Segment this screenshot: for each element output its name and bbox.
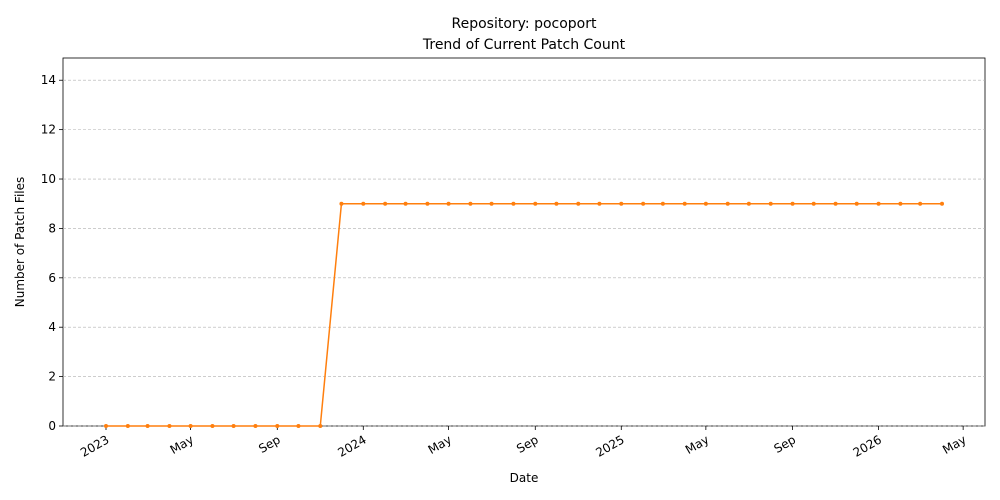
point <box>318 424 323 428</box>
point <box>231 424 236 428</box>
point <box>554 201 559 206</box>
x-tick-label: 2026 <box>851 432 884 459</box>
point <box>145 424 150 428</box>
x-tick-label: May <box>168 432 196 457</box>
x-tick-label: May <box>683 432 711 457</box>
point <box>361 201 366 206</box>
point <box>833 201 838 206</box>
chart-subtitle: Trend of Current Patch Count <box>422 37 626 53</box>
y-tick-label: 12 <box>41 123 56 137</box>
y-tick-label: 10 <box>41 172 56 186</box>
x-tick-label: Sep <box>771 432 798 455</box>
point <box>188 424 193 428</box>
point <box>597 201 602 206</box>
point <box>210 424 215 428</box>
point <box>425 201 430 206</box>
point <box>446 201 451 206</box>
line <box>105 202 943 427</box>
x-axis-label: Date <box>510 471 539 485</box>
point <box>940 201 945 206</box>
point <box>703 201 708 206</box>
point <box>533 201 538 206</box>
point <box>403 201 408 206</box>
point <box>576 201 581 206</box>
point <box>125 424 130 428</box>
x-tick-label: May <box>426 432 454 457</box>
y-tick-label: 4 <box>48 320 56 334</box>
y-tick-label: 14 <box>41 73 56 87</box>
point <box>725 201 730 206</box>
point <box>898 201 903 206</box>
y-tick-label: 2 <box>48 370 56 384</box>
point <box>468 201 473 206</box>
y-tick-label: 0 <box>48 419 56 433</box>
point <box>790 201 795 206</box>
x-tick-label: Sep <box>256 432 283 455</box>
point <box>383 201 388 206</box>
point <box>876 201 881 206</box>
point <box>768 201 773 206</box>
x-tick-label: 2025 <box>593 432 626 459</box>
x-tick-label: 2023 <box>78 432 111 459</box>
point <box>296 424 301 428</box>
point <box>682 201 687 206</box>
point <box>511 201 516 206</box>
point <box>339 201 344 206</box>
x-tick-label: May <box>940 432 968 457</box>
point <box>641 201 646 206</box>
point <box>167 424 172 428</box>
chart-title: Repository: pocoport <box>451 16 597 32</box>
point <box>660 201 665 206</box>
point <box>746 201 751 206</box>
point <box>619 201 624 206</box>
point <box>489 201 494 206</box>
point <box>103 424 108 428</box>
x-tick-label: 2024 <box>335 432 368 459</box>
x-tick-label: Sep <box>514 432 541 455</box>
y-tick-label: 6 <box>48 271 56 285</box>
plot-frame <box>62 57 986 427</box>
point <box>275 424 280 428</box>
y-axis-label: Number of Patch Files <box>13 177 27 308</box>
y-tick-label: 8 <box>48 221 56 235</box>
point <box>811 201 816 206</box>
point <box>854 201 859 206</box>
point <box>918 201 923 206</box>
point <box>253 424 258 428</box>
